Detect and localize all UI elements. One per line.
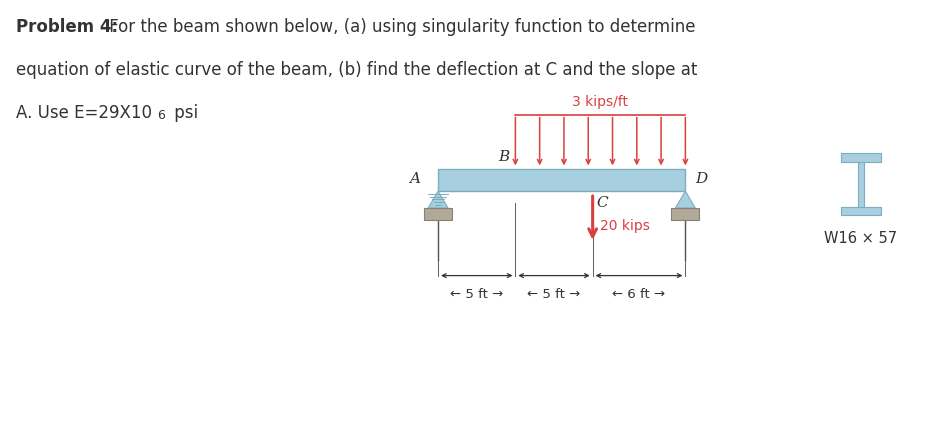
Text: equation of elastic curve of the beam, (b) find the deflection at C and the slop: equation of elastic curve of the beam, (… — [16, 61, 697, 79]
Text: A. Use E=29X10: A. Use E=29X10 — [16, 104, 152, 121]
Text: W16 × 57: W16 × 57 — [823, 230, 897, 245]
Text: 6: 6 — [157, 109, 164, 121]
Text: B: B — [497, 150, 509, 164]
Text: ← 6 ft →: ← 6 ft → — [612, 287, 665, 300]
Text: D: D — [695, 172, 707, 186]
Text: ← 5 ft →: ← 5 ft → — [527, 287, 580, 300]
Bar — [670, 209, 699, 220]
Text: 3 kips/ft: 3 kips/ft — [572, 95, 628, 109]
Bar — [438, 170, 684, 192]
Text: psi: psi — [169, 104, 198, 121]
Text: 20 kips: 20 kips — [599, 219, 649, 232]
Text: Problem 4:: Problem 4: — [16, 18, 118, 36]
Bar — [840, 207, 880, 216]
Bar — [424, 209, 451, 220]
Text: For the beam shown below, (a) using singularity function to determine: For the beam shown below, (a) using sing… — [104, 18, 695, 36]
Polygon shape — [428, 192, 447, 209]
Text: A: A — [409, 172, 420, 186]
Bar — [857, 162, 863, 207]
Text: ← 5 ft →: ← 5 ft → — [449, 287, 503, 300]
Polygon shape — [675, 192, 695, 209]
Text: C: C — [596, 196, 608, 210]
Bar — [840, 154, 880, 162]
